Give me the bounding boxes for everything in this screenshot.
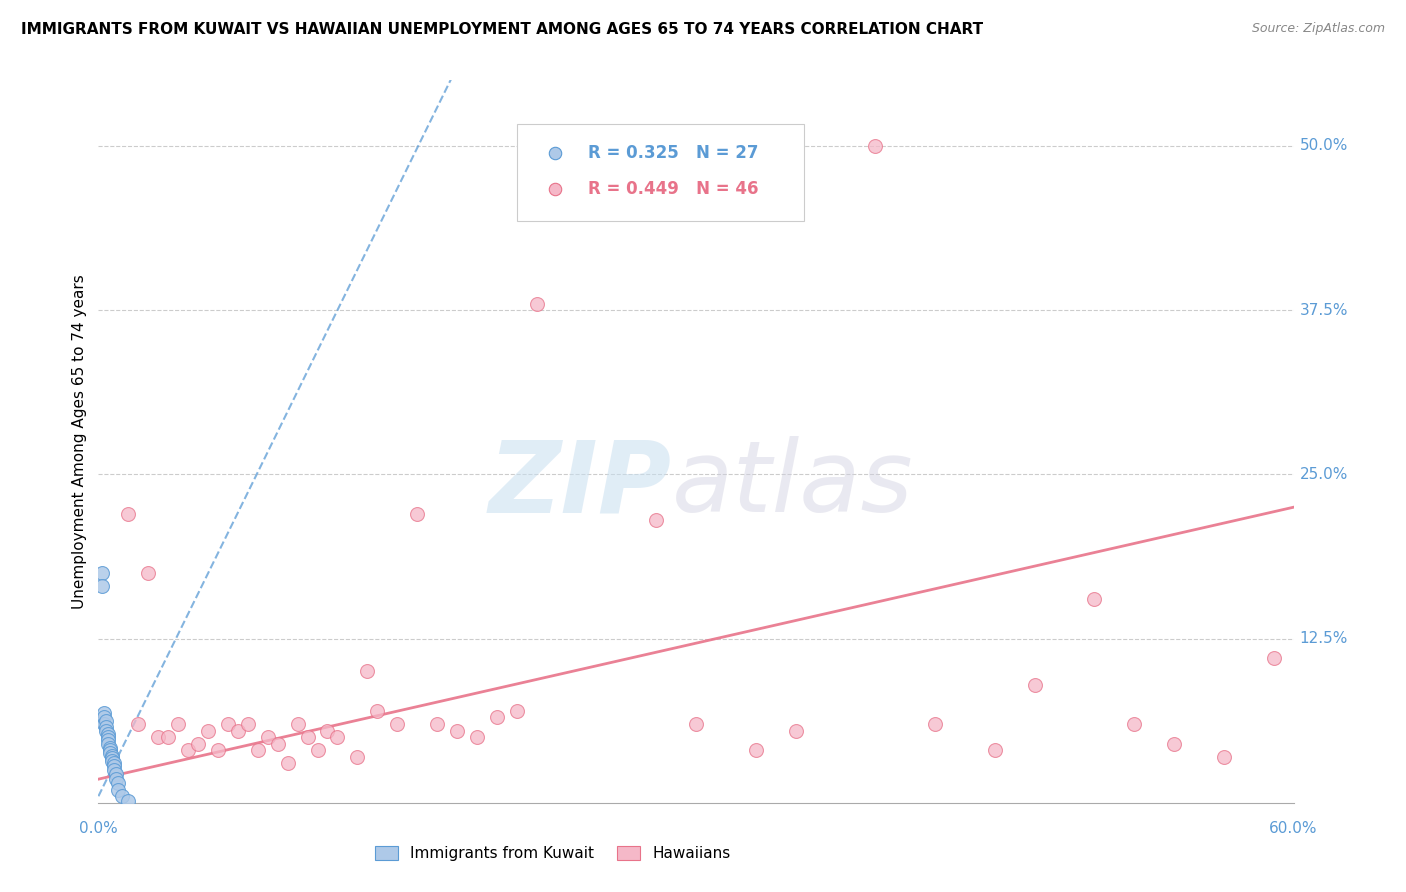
Point: [98, 740, 122, 755]
Point: [103, 756, 125, 771]
Point: [316, 723, 339, 738]
Point: [366, 704, 388, 718]
Point: [91, 579, 114, 593]
Point: [93, 710, 115, 724]
Point: [98, 746, 122, 760]
Point: [103, 759, 125, 773]
Point: [1212, 749, 1234, 764]
Point: [97, 730, 120, 744]
Point: [645, 513, 668, 527]
Point: [267, 737, 290, 751]
Point: [485, 710, 508, 724]
Point: [107, 782, 129, 797]
Point: [745, 743, 768, 757]
Point: [406, 507, 429, 521]
Point: [97, 727, 120, 741]
Point: [1123, 717, 1146, 731]
Point: [236, 717, 259, 731]
Point: [207, 743, 229, 757]
Point: [984, 743, 1007, 757]
Point: [127, 717, 149, 731]
Legend: Immigrants from Kuwait, Hawaiians: Immigrants from Kuwait, Hawaiians: [368, 840, 737, 867]
Point: [465, 730, 488, 744]
Text: 50.0%: 50.0%: [1299, 138, 1348, 153]
Point: [148, 730, 170, 744]
Point: [187, 737, 209, 751]
Point: [307, 743, 329, 757]
Text: atlas: atlas: [672, 436, 914, 533]
Point: [506, 704, 529, 718]
Point: [105, 772, 128, 786]
Point: [526, 296, 548, 310]
Point: [117, 795, 139, 809]
Point: [924, 717, 946, 731]
Point: [91, 566, 114, 580]
Text: 25.0%: 25.0%: [1299, 467, 1348, 482]
Point: [385, 717, 409, 731]
Point: [356, 665, 378, 679]
Point: [246, 743, 269, 757]
Point: [98, 743, 122, 757]
Point: [217, 717, 239, 731]
Point: [426, 717, 449, 731]
Point: [96, 723, 118, 738]
Point: [97, 732, 120, 747]
Text: 60.0%: 60.0%: [1270, 821, 1317, 836]
Point: [1163, 737, 1185, 751]
Point: [256, 730, 278, 744]
Point: [287, 717, 309, 731]
Point: [117, 507, 139, 521]
Point: [177, 743, 200, 757]
Point: [1024, 677, 1046, 691]
Point: [105, 767, 128, 781]
Point: [865, 139, 887, 153]
Point: [96, 720, 118, 734]
Point: [107, 776, 129, 790]
Text: IMMIGRANTS FROM KUWAIT VS HAWAIIAN UNEMPLOYMENT AMONG AGES 65 TO 74 YEARS CORREL: IMMIGRANTS FROM KUWAIT VS HAWAIIAN UNEMP…: [21, 22, 983, 37]
Text: Source: ZipAtlas.com: Source: ZipAtlas.com: [1251, 22, 1385, 36]
Text: R = 0.325   N = 27: R = 0.325 N = 27: [589, 144, 759, 161]
Point: [346, 749, 368, 764]
Point: [97, 737, 120, 751]
Point: [1083, 592, 1105, 607]
FancyBboxPatch shape: [517, 124, 804, 221]
Point: [101, 754, 124, 768]
Text: 0.0%: 0.0%: [79, 821, 118, 836]
Point: [101, 748, 124, 763]
Point: [167, 717, 190, 731]
Point: [101, 751, 124, 765]
Text: R = 0.449   N = 46: R = 0.449 N = 46: [589, 179, 759, 198]
Point: [685, 717, 707, 731]
Point: [111, 789, 134, 804]
Point: [157, 730, 180, 744]
Point: [297, 730, 319, 744]
Text: 37.5%: 37.5%: [1299, 302, 1348, 318]
Text: ZIP: ZIP: [489, 436, 672, 533]
Point: [103, 763, 125, 777]
Point: [93, 717, 115, 731]
Point: [785, 723, 807, 738]
Point: [96, 714, 118, 729]
Point: [326, 730, 349, 744]
Y-axis label: Unemployment Among Ages 65 to 74 years: Unemployment Among Ages 65 to 74 years: [72, 274, 87, 609]
Point: [277, 756, 299, 771]
Point: [446, 723, 468, 738]
Point: [197, 723, 219, 738]
Point: [226, 723, 249, 738]
Point: [93, 706, 115, 721]
Point: [136, 566, 159, 580]
Text: 12.5%: 12.5%: [1299, 632, 1348, 646]
Point: [1263, 651, 1285, 665]
